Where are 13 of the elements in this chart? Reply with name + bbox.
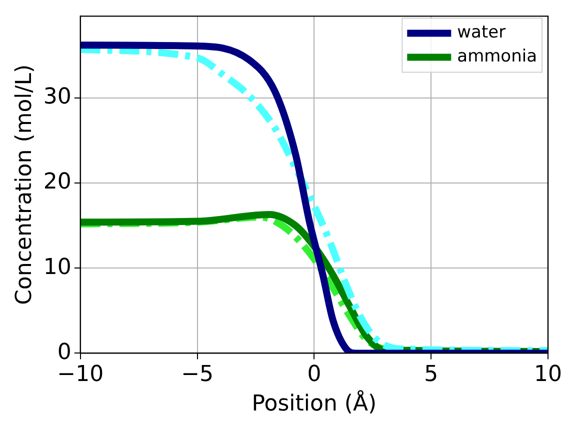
y-tick-label: 20 [43,170,72,195]
legend-label: ammonia [457,46,538,67]
x-tick-label: 5 [424,362,438,388]
y-tick-label: 30 [43,84,72,110]
x-tick-label: 0 [307,362,322,388]
x-axis-title: Position (Å) [252,390,377,417]
x-tick-label: −10 [57,362,104,388]
legend-label: water [457,22,506,43]
y-axis-title: Concentration (mol/L) [12,64,37,305]
y-tick-label: 0 [57,340,72,365]
x-tick-label: −5 [181,362,214,388]
y-tick-label: 10 [43,254,72,280]
x-tick-label: 10 [534,362,562,388]
